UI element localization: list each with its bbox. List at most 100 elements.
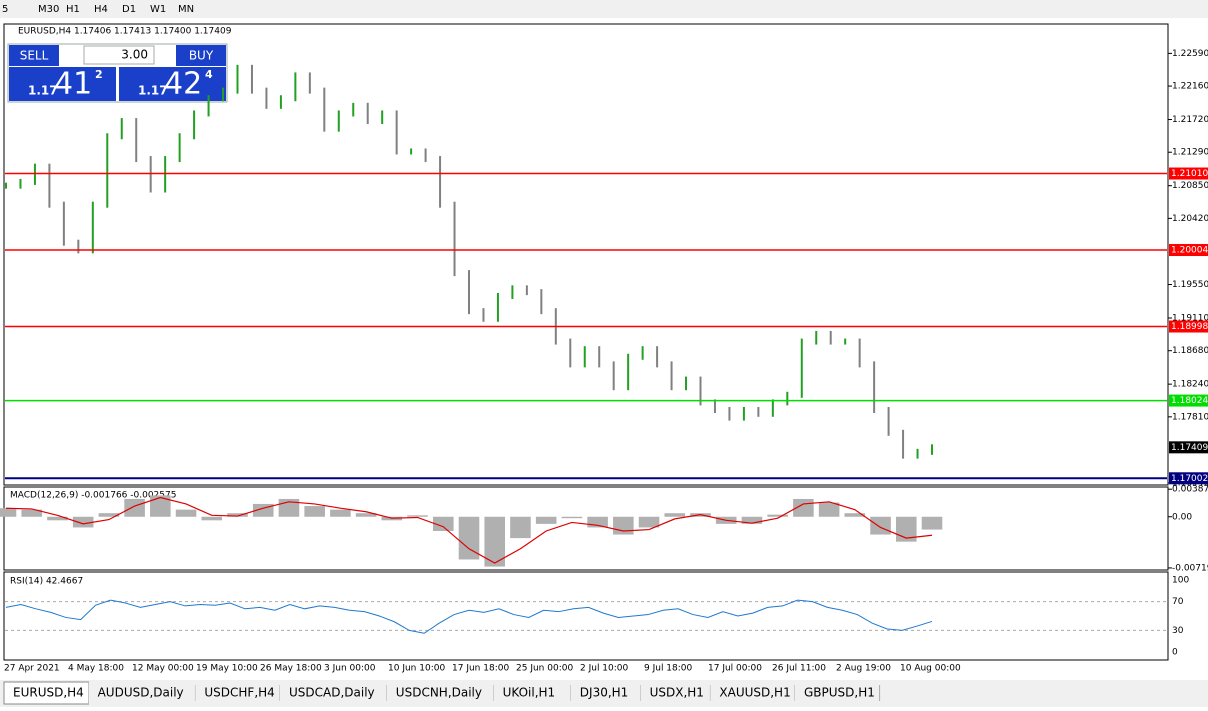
timeframe-button[interactable]: H4 (94, 4, 108, 15)
bid-box[interactable] (9, 67, 116, 101)
price-bar (583, 346, 586, 368)
symbol-info: EURUSD,H4 1.17406 1.17413 1.17400 1.1740… (18, 27, 232, 37)
x-tick-label: 9 Jul 18:00 (644, 664, 693, 674)
x-tick-label: 26 Jul 11:00 (772, 664, 826, 674)
macd-bar (21, 509, 43, 517)
sell-button[interactable] (9, 45, 59, 66)
price-bar (352, 102, 355, 117)
macd-bar (664, 513, 686, 517)
macd-panel (3, 486, 1169, 571)
price-bar (902, 429, 905, 459)
macd-bar (355, 513, 377, 517)
price-bar (815, 330, 818, 345)
tab[interactable] (195, 682, 280, 704)
macd-bar (124, 498, 145, 517)
buy-button[interactable] (176, 45, 226, 66)
level-label-bg (1169, 394, 1208, 407)
price-bar (395, 110, 398, 155)
price-bar (858, 338, 861, 368)
tab[interactable] (280, 682, 387, 704)
tab-label[interactable]: UKOil,H1 (503, 686, 556, 700)
price-bar (569, 338, 572, 368)
y-tick-label: 1.21720 (1172, 115, 1208, 125)
tab-label[interactable]: USDCAD,Daily (289, 686, 375, 700)
tab-label[interactable]: AUDUSD,Daily (98, 686, 184, 700)
x-tick-label: 2 Jul 10:00 (580, 664, 629, 674)
macd-title: MACD(12,26,9) -0.001766 -0.002575 (10, 491, 176, 501)
tab-label[interactable]: XAUUSD,H1 (719, 686, 790, 700)
current-price-bg (1169, 441, 1208, 454)
price-bar (120, 118, 123, 140)
price-bar (279, 95, 282, 109)
buy-label[interactable]: BUY (189, 49, 214, 63)
price-bar (800, 338, 803, 398)
level-label-bg (1169, 320, 1208, 333)
tab[interactable] (88, 682, 196, 704)
price-bar (323, 87, 326, 132)
price-bar (598, 346, 601, 368)
macd-signal (5, 496, 933, 564)
y-tick-label: 30 (1172, 626, 1184, 636)
level-label: 1.21010 (1171, 169, 1208, 179)
tab-label[interactable]: EURUSD,H4 (13, 686, 84, 700)
price-bar (844, 338, 847, 345)
tab-label[interactable]: GBPUSD,H1 (804, 686, 875, 700)
macd-bar (818, 502, 840, 517)
price-bar (699, 376, 702, 406)
price-bar (525, 285, 528, 296)
level-label: 1.18024 (1171, 396, 1208, 406)
sell-label[interactable]: SELL (20, 49, 49, 63)
trade-panel: SELL BUY 3.00 1.17 41 2 1.17 42 4 (7, 43, 228, 103)
macd-bar (638, 516, 660, 528)
y-tick-label: 1.19110 (1172, 313, 1208, 323)
price-bar (294, 72, 297, 102)
price-bar (106, 133, 109, 208)
volume[interactable]: 3.00 (121, 48, 148, 62)
price-bar (410, 148, 413, 155)
x-tick-label: 4 May 18:00 (68, 664, 124, 674)
price-bar (887, 407, 890, 436)
tab-label[interactable]: USDCHF,H4 (204, 686, 274, 700)
timeframe-button[interactable]: D1 (122, 4, 136, 15)
macd-bar (767, 514, 788, 517)
x-tick-label: 27 Apr 2021 (4, 664, 60, 674)
x-tick-label: 17 Jun 18:00 (452, 664, 509, 674)
x-tick-label: 17 Jul 00:00 (708, 664, 762, 674)
timeframe-button[interactable]: W1 (150, 4, 166, 15)
price-bar (786, 391, 789, 406)
level-label: 1.18998 (1171, 322, 1208, 332)
rsi-line (5, 599, 933, 634)
tab-label[interactable]: DJ30,H1 (580, 686, 629, 700)
tab[interactable] (795, 682, 880, 704)
bid-small: 2 (95, 68, 103, 81)
tab[interactable] (710, 682, 795, 704)
timeframe-button[interactable]: H1 (66, 4, 80, 15)
timeframe-button[interactable]: M30 (38, 4, 59, 15)
tab[interactable] (640, 682, 711, 704)
price-bar (612, 361, 615, 391)
volume-input[interactable] (83, 45, 155, 65)
price-bar (193, 110, 196, 140)
x-tick-label: 25 Jun 00:00 (516, 664, 573, 674)
tab[interactable] (386, 682, 494, 704)
tab-label[interactable]: USDX,H1 (650, 686, 704, 700)
price-bar (164, 156, 167, 193)
price-bar (728, 407, 731, 421)
macd-bar (47, 516, 68, 521)
rsi-panel (3, 571, 1169, 661)
price-bar (77, 239, 80, 254)
price-bar (48, 163, 51, 208)
price-bar (685, 376, 688, 391)
macd-bar (72, 516, 94, 528)
macd-bar (0, 508, 17, 517)
x-tick-label: 26 May 18:00 (260, 664, 322, 674)
tab-label[interactable]: USDCNH,Daily (396, 686, 482, 700)
price-bar (670, 361, 673, 391)
price-bar (91, 201, 94, 254)
level-label: 1.17002 (1171, 474, 1208, 484)
tab[interactable] (493, 682, 571, 704)
timeframe-button[interactable]: MN (178, 4, 194, 15)
tab[interactable] (570, 682, 641, 704)
timeframe-button[interactable]: 5 (2, 4, 8, 15)
price-bar (757, 407, 760, 417)
